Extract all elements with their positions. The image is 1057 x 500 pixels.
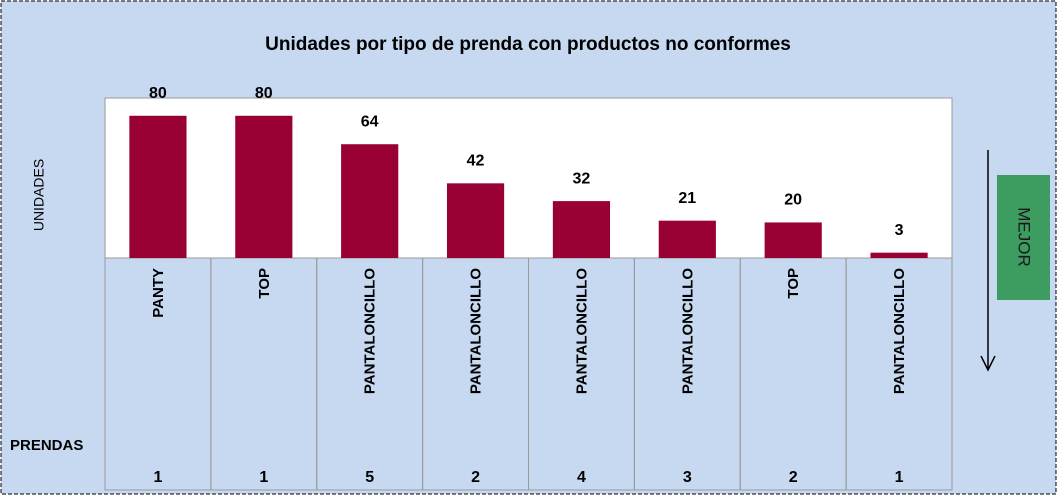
chart-title: Unidades por tipo de prenda con producto… (265, 34, 791, 55)
x-tick-label: PANTY (150, 268, 167, 318)
bar (341, 144, 399, 258)
arrow-head (980, 355, 996, 372)
bar (764, 222, 822, 258)
prendas-count: 2 (471, 469, 480, 486)
value-label: 42 (467, 153, 485, 170)
x-tick-label: PANTALONCILLO (891, 268, 908, 394)
bar (870, 252, 928, 258)
x-tick-label: PANTALONCILLO (468, 268, 485, 394)
prendas-count: 1 (895, 469, 904, 486)
prendas-count: 3 (683, 469, 692, 486)
bar (552, 201, 611, 258)
value-label: 32 (573, 170, 591, 187)
plot-area (104, 97, 953, 259)
prendas-count: 1 (259, 469, 268, 486)
prendas-count: 4 (577, 469, 586, 486)
prendas-count: 5 (365, 469, 374, 486)
y-axis-label: UNIDADES (31, 159, 47, 231)
value-label: 64 (361, 113, 379, 130)
value-label: 3 (895, 222, 904, 239)
value-label: 20 (784, 192, 802, 209)
x-tick-label: TOP (256, 268, 273, 299)
side-box (997, 175, 1050, 300)
value-label: 21 (678, 190, 696, 207)
prendas-count: 1 (153, 469, 162, 486)
value-label: 80 (149, 85, 167, 102)
x-tick-label: PANTALONCILLO (679, 268, 696, 394)
bar (446, 183, 505, 258)
bar (658, 220, 716, 258)
bar (129, 115, 187, 259)
x-tick-label: PANTALONCILLO (573, 268, 590, 394)
side-label: MEJOR (1015, 207, 1034, 267)
prendas-count: 2 (789, 469, 798, 486)
bar (235, 115, 293, 259)
x-tick-label: TOP (785, 268, 802, 299)
x-tick-label: PANTALONCILLO (362, 268, 379, 394)
x-axis-label: PRENDAS (10, 437, 83, 454)
value-label: 80 (255, 85, 273, 102)
